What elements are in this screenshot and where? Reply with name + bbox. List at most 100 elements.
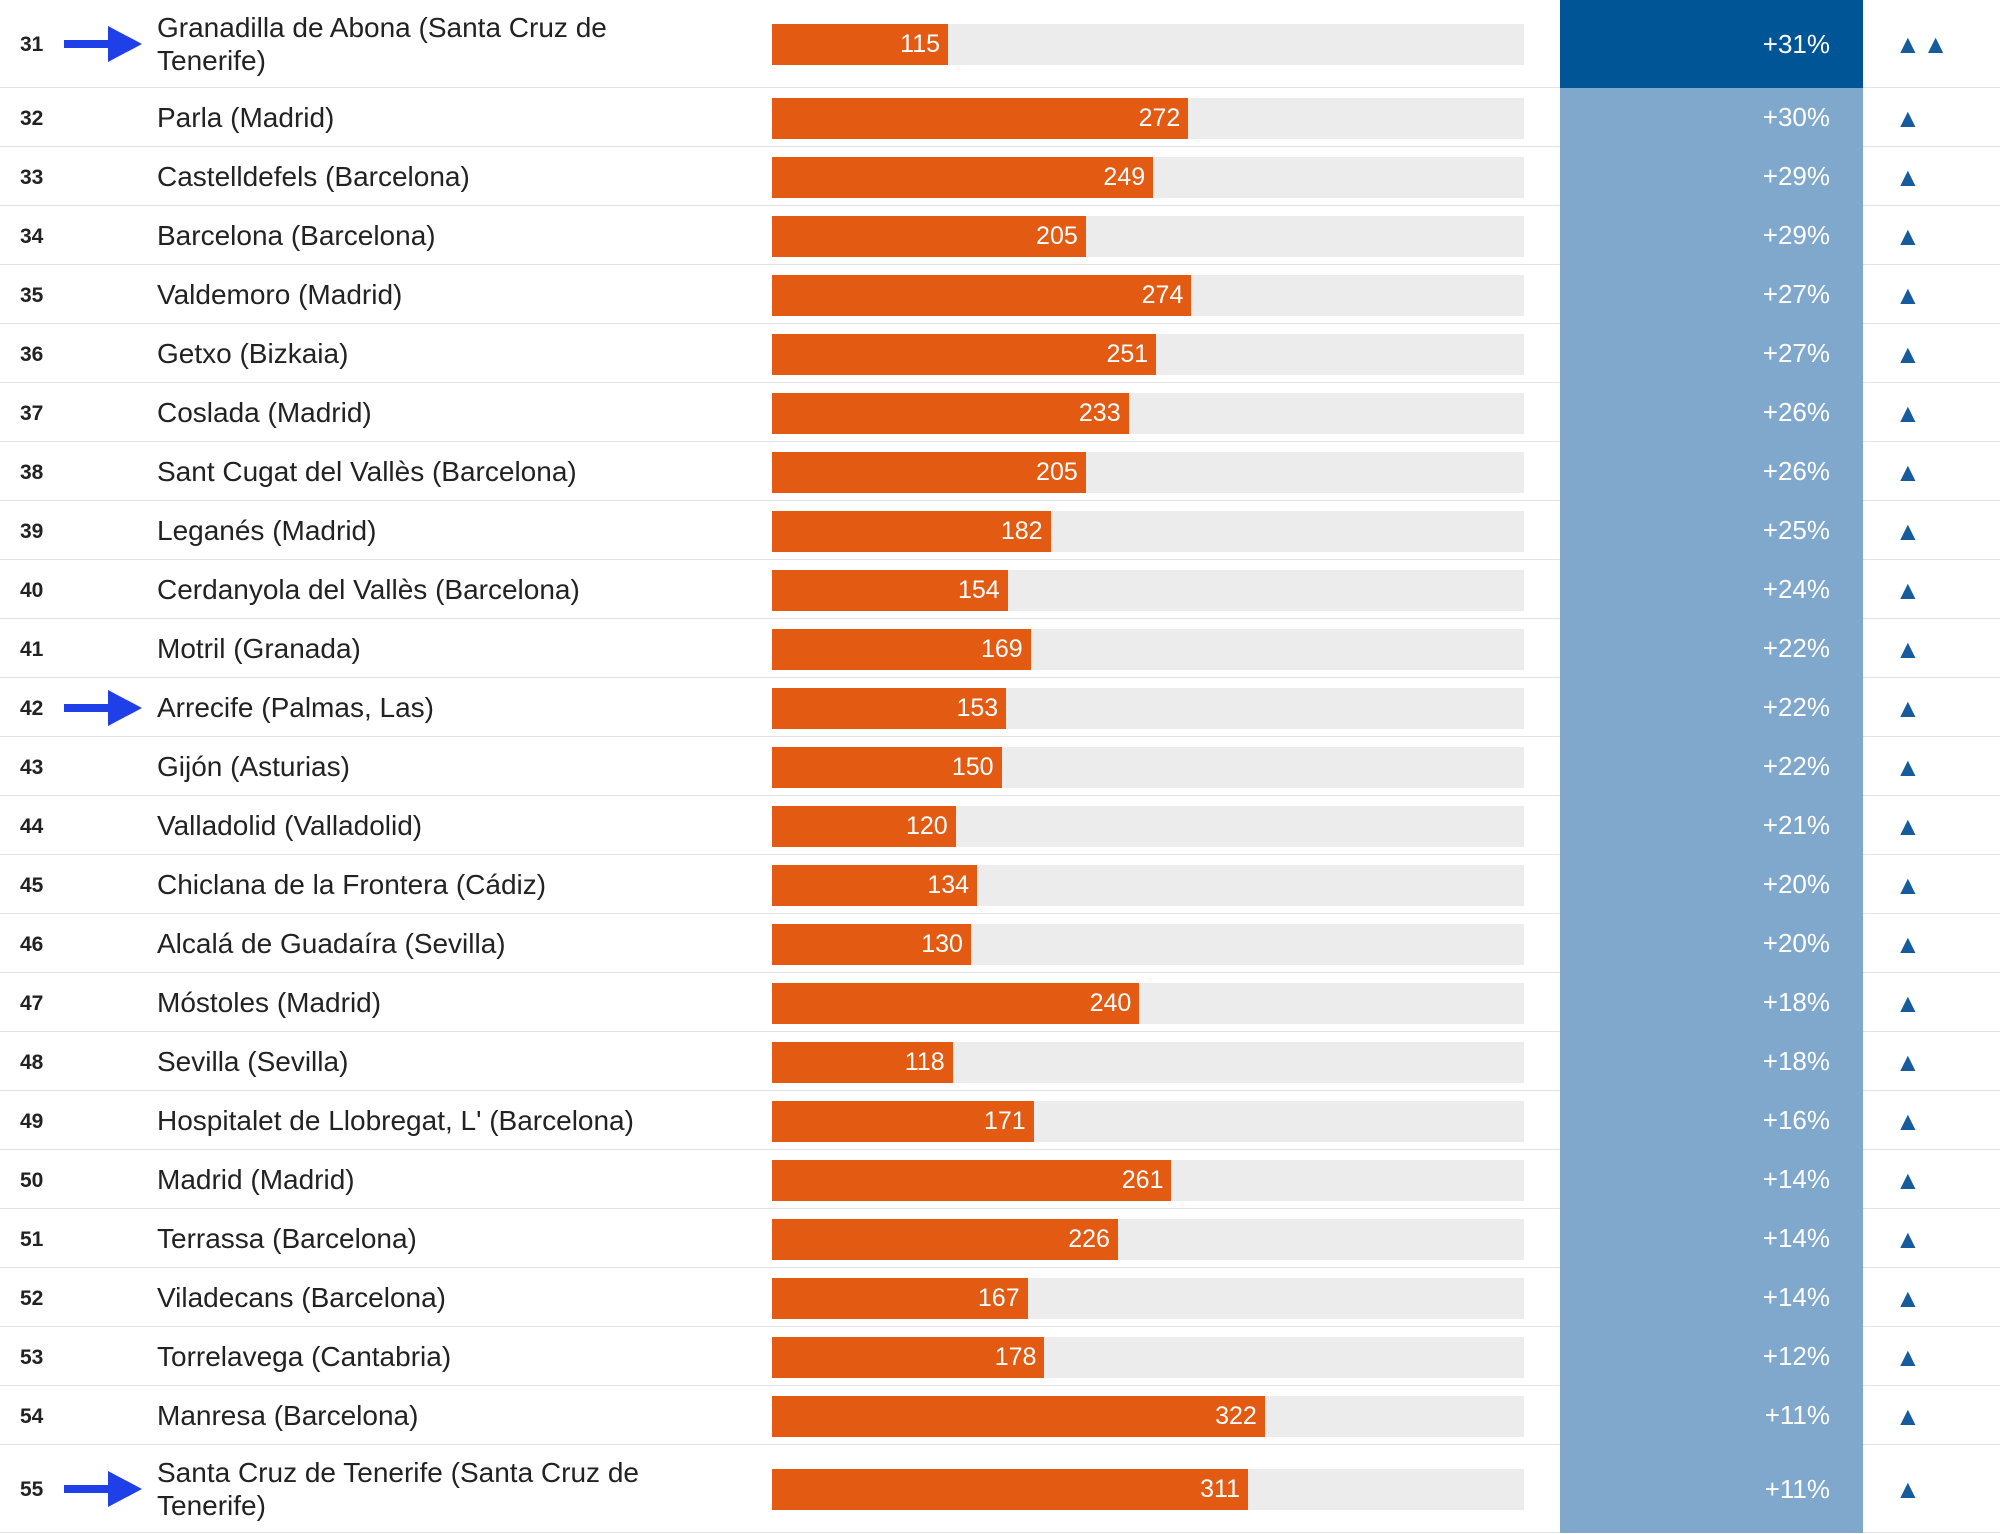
bar-track: 171 [772, 1100, 1524, 1142]
trend-icon: ▲ [1895, 338, 1923, 369]
change-cell: +22% [1560, 737, 1863, 796]
bar-value-label: 322 [1215, 1401, 1257, 1430]
rank: 33 [20, 165, 44, 189]
rank: 38 [20, 460, 44, 484]
bar-track: 118 [772, 1041, 1524, 1083]
bar-value-label: 120 [905, 811, 948, 840]
bar: 274 [772, 274, 1192, 316]
trend-icon: ▲ [1895, 1282, 1923, 1313]
rank: 39 [20, 519, 44, 543]
table-row: Parla (Madrid) 32 272 +30% ▲ [0, 88, 2000, 147]
table-row: Cerdanyola del Vallès (Barcelona) 40 154 +2… [0, 560, 2000, 619]
bar: 205 [772, 215, 1086, 257]
trend-icon: ▲ [1895, 574, 1923, 605]
table-row: Motril (Granada) 41 169 +22% ▲ [0, 619, 2000, 678]
bar-track: 240 [772, 982, 1524, 1024]
table-row: Torrelavega (Cantabria) 53 178 +12% ▲ [0, 1327, 2000, 1386]
change-cell: +24% [1560, 560, 1863, 619]
city-name: Valdemoro (Madrid) [157, 279, 403, 310]
bar-track: 205 [772, 215, 1524, 257]
city-name: Arrecife (Palmas, Las) [157, 692, 434, 723]
rank: 31 [20, 33, 44, 56]
bar-value-label: 134 [927, 870, 970, 899]
bar: 171 [772, 1100, 1034, 1142]
trend-icon: ▲ [1895, 397, 1923, 428]
city-name: Santa Cruz de Tenerife (Santa Cruz de Te… [157, 1457, 639, 1521]
bar-value-label: 118 [904, 1047, 945, 1076]
bar-track: 153 [772, 687, 1524, 729]
highlight-arrow [64, 1469, 142, 1509]
city-name: Manresa (Barcelona) [157, 1400, 419, 1431]
change-cell: +14% [1560, 1268, 1863, 1327]
change-cell: +14% [1560, 1209, 1863, 1268]
bar-track: 150 [772, 746, 1524, 788]
change-cell: +18% [1560, 1032, 1863, 1091]
change-cell: +26% [1560, 442, 1863, 501]
rank: 46 [20, 932, 44, 956]
rank: 43 [20, 755, 44, 779]
bar: 118 [772, 1041, 953, 1083]
table-row: Terrassa (Barcelona) 51 226 +14% ▲ [0, 1209, 2000, 1268]
bar-value-label: 226 [1068, 1224, 1110, 1253]
rank: 51 [20, 1227, 44, 1251]
rank: 32 [20, 106, 44, 130]
rank: 41 [20, 637, 44, 661]
bar-value-label: 150 [951, 752, 994, 781]
bar: 240 [772, 982, 1140, 1024]
table-row: Viladecans (Barcelona) 52 167 +14% ▲ [0, 1268, 2000, 1327]
bar-track: 322 [772, 1395, 1524, 1437]
city-name: Barcelona (Barcelona) [157, 220, 436, 251]
bar-value-label: 311 [1200, 1475, 1241, 1503]
city-name: Coslada (Madrid) [157, 397, 372, 428]
bar-track: 249 [772, 156, 1524, 198]
table-row: Barcelona (Barcelona) 34 205 +29% ▲ [0, 206, 2000, 265]
bar-value-label: 240 [1089, 988, 1132, 1017]
bar: 205 [772, 451, 1086, 493]
bar-value-label: 115 [900, 30, 941, 58]
bar-track: 272 [772, 97, 1524, 139]
city-name: Cerdanyola del Vallès (Barcelona) [157, 574, 580, 605]
rank: 35 [20, 283, 44, 307]
trend-icon: ▲ [1895, 456, 1923, 487]
bar: 130 [772, 923, 971, 965]
change-cell: +11% [1560, 1386, 1863, 1445]
change-cell: +18% [1560, 973, 1863, 1032]
city-name: Alcalá de Guadaíra (Sevilla) [157, 928, 506, 959]
bar: 261 [772, 1159, 1172, 1201]
trend-icon: ▲ [1895, 633, 1923, 664]
bar-value-label: 205 [1036, 457, 1078, 486]
table-row: Valladolid (Valladolid) 44 120 +21% ▲ [0, 796, 2000, 855]
city-name: Leganés (Madrid) [157, 515, 377, 546]
bar-value-label: 182 [1000, 516, 1043, 545]
rank: 36 [20, 342, 44, 366]
change-cell: +25% [1560, 501, 1863, 560]
city-name: Sevilla (Sevilla) [157, 1046, 349, 1077]
table-row: Arrecife (Palmas, Las) 42 153 +22% ▲ [0, 678, 2000, 737]
bar-value-label: 130 [921, 929, 963, 958]
bar-track: 169 [772, 628, 1524, 670]
table-row: Granadilla de Abona (Santa Cruz de Tener… [0, 0, 2000, 88]
trend-icon: ▲▲ [1895, 29, 1951, 59]
bar-value-label: 261 [1121, 1165, 1164, 1194]
bar-value-label: 251 [1106, 339, 1149, 368]
bar-track: 154 [772, 569, 1524, 611]
bar-track: 134 [772, 864, 1524, 906]
bar: 120 [772, 805, 956, 847]
bar: 322 [772, 1395, 1265, 1437]
table-row: Sant Cugat del Vallès (Barcelona) 38 205 +2… [0, 442, 2000, 501]
bar-value-label: 153 [956, 693, 999, 722]
bar: 226 [772, 1218, 1118, 1260]
table-row: Sevilla (Sevilla) 48 118 +18% ▲ [0, 1032, 2000, 1091]
bar-track: 311 [772, 1469, 1524, 1510]
change-cell: +11% [1560, 1445, 1863, 1533]
change-cell: +21% [1560, 796, 1863, 855]
change-cell: +22% [1560, 619, 1863, 678]
rank: 48 [20, 1050, 44, 1074]
bar-track: 261 [772, 1159, 1524, 1201]
city-name: Parla (Madrid) [157, 102, 335, 133]
city-name: Viladecans (Barcelona) [157, 1282, 446, 1313]
bar-track: 251 [772, 333, 1524, 375]
change-cell: +14% [1560, 1150, 1863, 1209]
highlight-arrow [64, 688, 142, 728]
